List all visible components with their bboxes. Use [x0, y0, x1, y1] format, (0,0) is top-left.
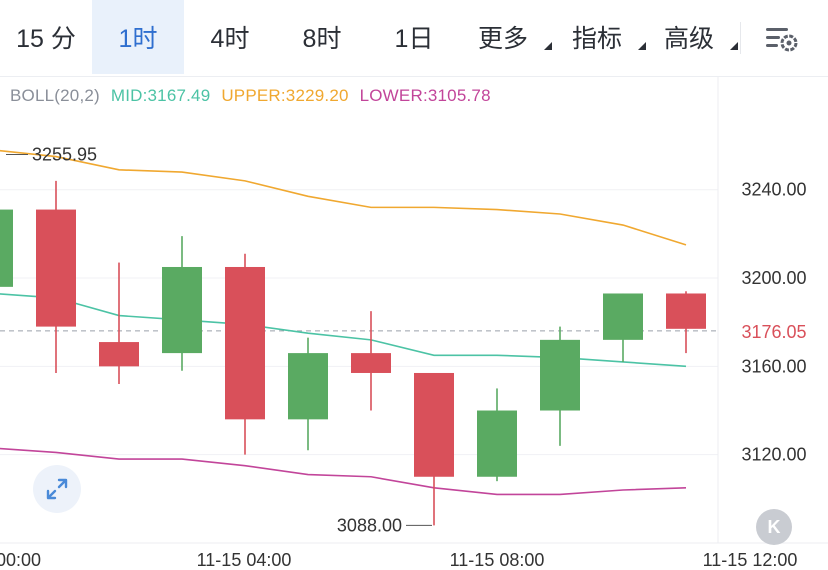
tab-1h[interactable]: 1时 — [92, 0, 184, 74]
boll-upper-value: UPPER:3229.20 — [221, 86, 349, 105]
chart-settings-icon — [766, 28, 798, 52]
boll-name: BOLL(20,2) — [10, 86, 100, 105]
timeframe-tab-bar: 15 分 1时 4时 8时 1日 更多 指标 高级 — [0, 0, 828, 77]
dropdown-triangle-icon — [730, 42, 738, 50]
boll-mid-value: MID:3167.49 — [110, 86, 211, 105]
y-tick-label: 3120.00 — [741, 445, 806, 465]
boll-indicator-legend: BOLL(20,2) MID:3167.49 UPPER:3229.20 LOW… — [10, 86, 497, 106]
tab-more[interactable]: 更多 — [466, 0, 552, 74]
tab-8h[interactable]: 8时 — [302, 25, 342, 53]
dropdown-triangle-icon — [638, 42, 646, 50]
high-price-annotation: 3255.95 — [32, 144, 97, 164]
tab-15m[interactable]: 15 分 — [16, 25, 76, 53]
tab-4h[interactable]: 4时 — [210, 25, 250, 53]
current-price-box — [724, 315, 828, 346]
boll-upper-line — [0, 149, 687, 246]
kline-reset-label: K — [767, 517, 781, 537]
dropdown-triangle-icon — [544, 42, 552, 50]
tab-1d[interactable]: 1日 — [394, 25, 434, 53]
x-tick-label: 11-15 08:00 — [450, 550, 545, 570]
low-price-annotation: 3088.00 — [337, 515, 402, 535]
candle-body-up — [477, 410, 517, 477]
y-tick-label: 3200.00 — [741, 268, 806, 288]
candle-body-down — [225, 266, 265, 420]
y-tick-label: 3160.00 — [741, 356, 806, 376]
tab-more-label: 更多 — [477, 25, 528, 53]
candle-body-down — [36, 209, 76, 327]
tab-advanced[interactable]: 高级 — [652, 0, 738, 74]
candle-body-up — [162, 266, 202, 354]
candle-body-down — [414, 372, 454, 477]
candle-body-up — [288, 353, 328, 420]
candle-body-up — [603, 293, 643, 340]
tab-indicators[interactable]: 指标 — [560, 0, 646, 74]
tab-divider — [740, 22, 741, 54]
tab-indicators-label: 指标 — [571, 25, 622, 53]
y-tick-label: 3240.00 — [741, 180, 806, 200]
candle-body-down — [99, 342, 139, 367]
x-tick-label: 11-15 12:00 — [703, 550, 798, 570]
candle-body-down — [351, 353, 391, 373]
candle-body-up — [0, 209, 13, 287]
current-price-label: 3176.05 — [741, 322, 806, 342]
boll-lower-line — [0, 447, 687, 496]
candle-body-down — [666, 293, 706, 329]
x-tick-label: 00:00 — [0, 550, 41, 570]
kline-reset-button[interactable]: K — [756, 509, 792, 545]
expand-chart-button[interactable] — [33, 465, 81, 513]
boll-lower-value: LOWER:3105.78 — [359, 86, 491, 105]
expand-icon — [46, 478, 68, 500]
chart-settings-button[interactable] — [760, 18, 804, 58]
tab-advanced-label: 高级 — [663, 25, 714, 53]
x-tick-label: 11-15 04:00 — [197, 550, 292, 570]
candle-body-up — [540, 339, 580, 411]
